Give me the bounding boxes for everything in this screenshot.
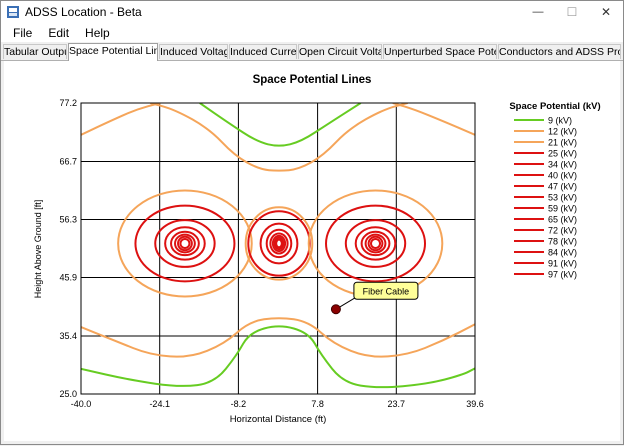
tab-induced-voltage[interactable]: Induced Voltage — [159, 44, 228, 59]
contour-9kv-lower — [81, 325, 475, 389]
contour-12kv-upper-left — [81, 103, 161, 136]
contour-ring — [177, 235, 193, 252]
legend: 9 (kV)12 (kV)21 (kV)25 (kV)34 (kV)40 (kV… — [514, 116, 577, 280]
tab-unperturbed-space-potential[interactable]: Unperturbed Space Potential — [383, 44, 497, 59]
legend-entry-label: 97 (kV) — [548, 270, 577, 280]
y-tick-label: 25.0 — [59, 389, 77, 399]
tab-conductors-adss-profile[interactable]: Conductors and ADSS Profile — [498, 44, 621, 59]
x-tick-labels: -40.0 -24.1 -8.2 7.8 23.7 39.6 — [71, 399, 484, 409]
y-tick-label: 45.9 — [59, 272, 77, 282]
legend-entry-label: 12 (kV) — [548, 127, 577, 137]
contour-ring — [244, 206, 314, 281]
legend-entry-label: 9 (kV) — [548, 116, 572, 126]
contour-ring — [174, 233, 196, 254]
legend-entry-label: 25 (kV) — [548, 149, 577, 159]
y-tick-label: 35.4 — [59, 331, 77, 341]
maximize-icon[interactable]: ☐ — [566, 5, 578, 19]
legend-entry-label: 47 (kV) — [548, 182, 577, 192]
contour-ring — [367, 235, 384, 252]
legend-entry-label: 84 (kV) — [548, 248, 577, 258]
contour-ring — [325, 204, 427, 283]
tab-tabular-output[interactable]: Tabular Output — [3, 44, 67, 59]
contour-ring — [370, 237, 382, 249]
legend-entry-label: 59 (kV) — [548, 204, 577, 214]
legend-title: Space Potential (kV) — [509, 101, 600, 112]
chart-panel: Space Potential Lines -40.0 -24.1 -8.2 7.8 2… — [4, 61, 620, 441]
legend-entry-label: 34 (kV) — [548, 160, 577, 170]
y-tick-label: 66.7 — [59, 157, 77, 167]
contour-ring — [265, 228, 293, 259]
y-tick-label: 77.2 — [59, 98, 77, 108]
contour-lines — [81, 103, 475, 389]
title-bar: ADSS Location - Beta — ☐ ✕ — [1, 1, 623, 23]
x-tick-label: 7.8 — [311, 399, 324, 409]
contour-21kv-upper — [150, 103, 408, 172]
minimize-icon[interactable]: — — [532, 6, 544, 18]
x-tick-label: -40.0 — [71, 399, 92, 409]
contour-ring — [273, 236, 285, 251]
tab-open-circuit-voltage[interactable]: Open Circuit Voltage — [298, 44, 382, 59]
fiber-cable-annotation: Fiber Cable — [330, 281, 419, 315]
y-tick-labels: 25.0 35.4 45.9 56.3 66.7 77.2 — [59, 98, 77, 399]
tab-space-potential-lines[interactable]: Space Potential Lines — [68, 43, 158, 61]
legend-entry-label: 78 (kV) — [548, 237, 577, 247]
legend-entry-label: 21 (kV) — [548, 138, 577, 148]
contour-ring — [117, 189, 253, 298]
contour-chart: Space Potential Lines -40.0 -24.1 -8.2 7.8 2… — [33, 74, 601, 425]
callout-label: Fiber Cable — [363, 286, 410, 296]
contour-ring — [170, 230, 200, 257]
x-tick-label: 23.7 — [388, 399, 406, 409]
fiber-cable-marker — [330, 304, 341, 315]
contour-21kv-lower — [81, 317, 475, 358]
x-tick-label: -24.1 — [149, 399, 170, 409]
legend-entry-label: 40 (kV) — [548, 171, 577, 181]
contour-ring — [364, 233, 387, 254]
menu-edit[interactable]: Edit — [48, 25, 70, 40]
chart-title: Space Potential Lines — [253, 74, 372, 86]
contour-ring — [259, 222, 299, 265]
app-icon — [7, 6, 19, 18]
contour-ring — [134, 204, 236, 283]
y-axis-label: Height Above Ground [ft] — [33, 200, 43, 299]
contour-ring — [179, 237, 191, 249]
menu-file[interactable]: File — [13, 25, 33, 40]
contour-ring — [275, 238, 283, 249]
window-title: ADSS Location - Beta — [25, 5, 142, 19]
tab-induced-current[interactable]: Induced Current — [229, 44, 297, 59]
menu-help[interactable]: Help — [85, 25, 110, 40]
x-tick-label: 39.6 — [466, 399, 484, 409]
contour-ring — [247, 210, 311, 277]
close-icon[interactable]: ✕ — [600, 5, 612, 19]
callout-box — [353, 281, 419, 300]
y-tick-label: 56.3 — [59, 215, 77, 225]
contour-ring — [354, 226, 397, 261]
legend-entry-label: 65 (kV) — [548, 215, 577, 225]
legend-entry-label: 72 (kV) — [548, 226, 577, 236]
contour-ring — [344, 219, 407, 268]
plot-frame — [80, 102, 476, 395]
contour-ring — [164, 226, 206, 261]
menu-bar: File Edit Help — [1, 23, 623, 42]
contour-ring — [271, 234, 287, 253]
x-tick-label: -8.2 — [231, 399, 247, 409]
contour-ring — [269, 232, 289, 255]
x-axis-label: Horizontal Distance (ft) — [230, 414, 327, 425]
contour-12kv-upper-right — [392, 103, 475, 136]
contour-9kv-upper — [199, 103, 362, 147]
legend-entry-label: 91 (kV) — [548, 259, 577, 269]
tab-strip: Tabular Output Space Potential Lines Ind… — [1, 43, 623, 61]
legend-entry-label: 53 (kV) — [548, 193, 577, 203]
contour-ring — [154, 219, 216, 268]
contour-ring — [360, 230, 391, 257]
